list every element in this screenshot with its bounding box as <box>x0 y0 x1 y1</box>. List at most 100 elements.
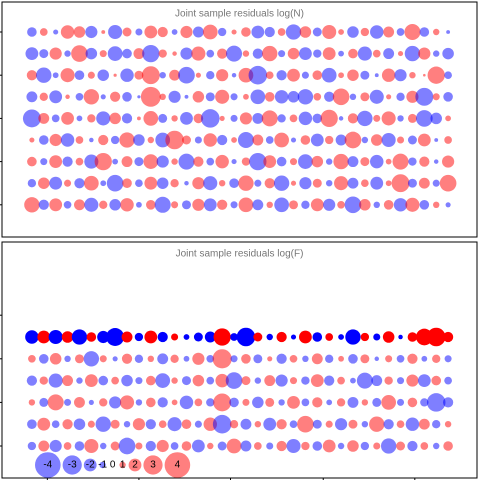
bubble <box>276 331 287 343</box>
bubble <box>373 333 381 341</box>
bubble <box>147 355 155 362</box>
bubble <box>157 353 169 365</box>
bubble <box>433 50 440 57</box>
bubble <box>313 92 322 101</box>
bubble <box>370 154 384 169</box>
bubble <box>171 29 178 35</box>
bubble <box>51 114 60 123</box>
bubble <box>397 398 405 406</box>
panel: Joint sample residuals log(N) <box>0 1 478 238</box>
bubble <box>121 113 133 124</box>
bubble <box>38 440 50 452</box>
bubble <box>136 201 142 208</box>
bubble <box>418 177 430 189</box>
bubble <box>195 72 201 78</box>
bubble <box>71 45 88 62</box>
bubble <box>372 49 381 58</box>
bubble <box>407 332 418 342</box>
bubble <box>218 180 226 187</box>
bubble <box>62 419 73 430</box>
bubble <box>374 73 379 78</box>
bubble <box>398 334 403 340</box>
bubble <box>385 180 392 187</box>
bubble <box>133 134 145 146</box>
bubble <box>52 72 59 79</box>
bubble <box>407 135 417 145</box>
bubble <box>338 116 344 121</box>
bubble <box>313 49 322 58</box>
bubble <box>216 69 229 82</box>
bubble <box>276 440 287 452</box>
bubble <box>38 112 50 124</box>
bubble <box>84 374 98 387</box>
bubble <box>357 110 373 127</box>
bubble <box>312 178 322 188</box>
bubble <box>444 71 452 80</box>
bubble <box>420 398 429 407</box>
bubble <box>156 177 169 189</box>
chart-title: Joint sample residuals log(N) <box>175 9 304 20</box>
bubble <box>242 398 250 406</box>
bubble <box>65 94 70 100</box>
bubble <box>49 155 63 169</box>
bubble <box>191 439 205 453</box>
bubble <box>39 376 48 385</box>
bubble <box>430 112 442 125</box>
bubble <box>423 73 426 77</box>
bubble <box>225 372 243 389</box>
bubble <box>76 377 83 384</box>
bubble <box>273 175 290 191</box>
bubble <box>371 375 383 387</box>
bubble <box>407 113 417 123</box>
bubble <box>241 354 251 364</box>
bubble <box>360 441 370 451</box>
bubble <box>299 26 312 38</box>
bubble <box>193 332 203 342</box>
bubble <box>62 375 74 387</box>
bubble <box>119 395 135 410</box>
bubble <box>407 397 418 408</box>
bubble <box>338 72 344 79</box>
bubble <box>383 200 394 210</box>
bubble <box>158 113 168 123</box>
bubble <box>203 198 217 212</box>
bubble <box>140 86 161 107</box>
legend-label: 0 <box>110 460 116 471</box>
bubble <box>265 397 275 407</box>
bubble <box>360 27 370 37</box>
bubble <box>290 334 297 340</box>
bubble <box>262 45 278 62</box>
bubble <box>264 178 275 189</box>
bubble <box>156 155 169 168</box>
bubble <box>445 202 451 208</box>
bubble <box>112 158 119 165</box>
bubble <box>312 70 323 80</box>
bubble <box>155 373 171 388</box>
bubble <box>312 113 323 124</box>
bubble <box>122 92 132 102</box>
bubble <box>289 200 298 210</box>
bubble <box>338 334 344 340</box>
bubble <box>194 136 202 144</box>
bubble <box>383 48 395 60</box>
bubble <box>26 91 38 103</box>
bubble <box>51 420 60 429</box>
bubble <box>136 116 141 121</box>
bubble <box>141 66 160 85</box>
bubble <box>171 399 178 406</box>
bubble <box>347 113 359 124</box>
bubble <box>98 134 109 146</box>
bubble <box>325 180 333 187</box>
bubble <box>231 29 237 35</box>
bubble <box>360 92 370 102</box>
bubble <box>100 180 107 187</box>
bubble <box>37 417 51 431</box>
bubble <box>381 111 396 126</box>
bubble <box>433 201 440 208</box>
bubble <box>229 178 239 188</box>
bubble <box>48 373 63 388</box>
bubble <box>212 349 232 369</box>
bubble <box>217 48 228 59</box>
bubble <box>266 333 273 341</box>
bubble <box>361 421 369 428</box>
